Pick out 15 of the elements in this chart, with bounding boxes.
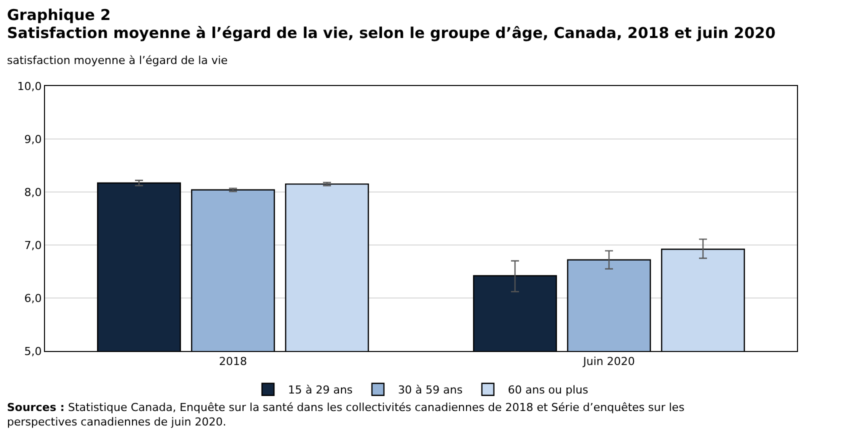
y-tick-label: 6,0 bbox=[24, 292, 42, 305]
chart-title: Graphique 2 bbox=[7, 6, 111, 24]
legend-label: 60 ans ou plus bbox=[508, 384, 589, 397]
legend-label: 30 à 59 ans bbox=[398, 384, 463, 397]
y-tick-label: 5,0 bbox=[24, 344, 42, 358]
source-note: Sources : Statistique Canada, Enquête sur la santé dans les collectivités canadiennes de 2018 et Série d’enquêtes sur les perspectives canadiennes de juin 2020. bbox=[7, 401, 685, 428]
x-tick-label: Juin 2020 bbox=[582, 355, 635, 368]
y-tick-label: 7,0 bbox=[24, 238, 42, 252]
y-axis-title: satisfaction moyenne à l’égard de la vie bbox=[7, 54, 228, 67]
y-tick-label: 10,0 bbox=[17, 80, 42, 93]
chart-subtitle: Satisfaction moyenne à l’égard de la vie, selon le groupe d’âge, Canada, 2018 et juin 2020 bbox=[7, 24, 776, 42]
x-tick-label: 2018 bbox=[219, 355, 247, 368]
y-tick-label: 8,0 bbox=[24, 186, 42, 199]
legend-label: 15 à 29 ans bbox=[288, 384, 353, 397]
y-tick-label: 9,0 bbox=[24, 132, 42, 146]
